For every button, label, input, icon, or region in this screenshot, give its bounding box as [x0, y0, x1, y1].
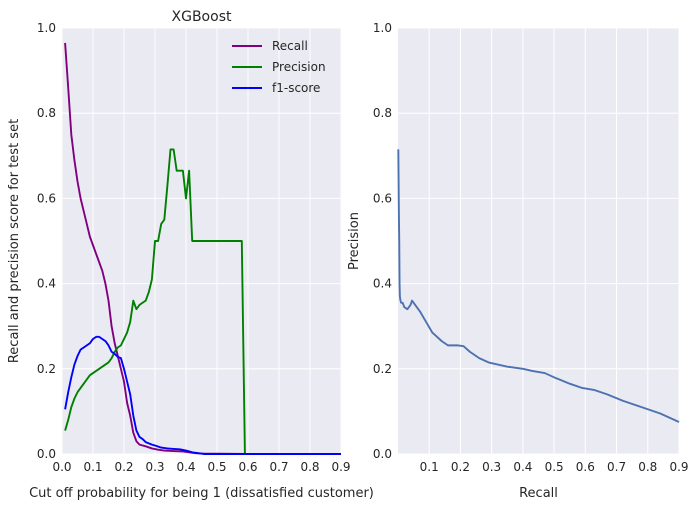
x-tick-label: 0.9	[331, 460, 350, 474]
y-tick-label: 0.0	[37, 447, 56, 461]
x-tick-label: 0.6	[238, 460, 257, 474]
y-tick-label: 1.0	[373, 21, 392, 35]
series-line-precision	[64, 148, 341, 455]
x-tick-label: 0.1	[420, 460, 439, 474]
x-tick-label: 0.5	[207, 460, 226, 474]
x-tick-label: 0.1	[83, 460, 102, 474]
legend: Recall Precision f1-score	[232, 39, 326, 95]
x-tick-label: 0.9	[669, 460, 688, 474]
legend-label: Precision	[272, 60, 326, 74]
y-tick-label: 0.0	[373, 447, 392, 461]
y-axis-label: Recall and precision score for test set	[7, 119, 22, 363]
legend-label: Recall	[272, 39, 308, 53]
chart-panel-1: 0.0 0.2 0.4 0.6 0.8 1.0 0.0 0.1 0.2 0.3 0.4 0.5 0.6 0…	[7, 9, 374, 501]
x-tick-label: 0.7	[269, 460, 288, 474]
x-tick-label: 0.4	[176, 460, 195, 474]
x-tick-label: 0.8	[300, 460, 319, 474]
y-tick-label: 0.2	[37, 362, 56, 376]
x-tick-label: 0.0	[52, 460, 71, 474]
legend-label: f1-score	[272, 81, 320, 95]
x-tick-label: 0.8	[638, 460, 657, 474]
y-axis-label: Precision	[347, 212, 362, 270]
x-tick-label: 0.6	[576, 460, 595, 474]
y-tick-label: 0.6	[373, 191, 392, 205]
y-tick-label: 0.6	[37, 191, 56, 205]
y-tick-label: 0.8	[37, 106, 56, 120]
x-tick-label: 0.3	[145, 460, 164, 474]
y-tick-label: 0.2	[373, 362, 392, 376]
x-axis-label: Recall	[519, 486, 558, 501]
chart-title: XGBoost	[172, 9, 232, 25]
series-line-f1-score	[64, 335, 341, 455]
x-tick-label: 0.7	[607, 460, 626, 474]
y-tick-label: 0.4	[373, 277, 392, 291]
x-tick-label: 0.3	[482, 460, 501, 474]
x-tick-label: 0.2	[114, 460, 133, 474]
x-axis-label: Cut off probability for being 1 (dissati…	[29, 486, 374, 501]
series-line-recall	[64, 42, 341, 455]
x-tick-label: 0.4	[513, 460, 532, 474]
x-tick-label: 0.2	[451, 460, 470, 474]
y-tick-label: 1.0	[37, 21, 56, 35]
plot-background	[398, 28, 679, 454]
x-tick-label: 0.5	[545, 460, 564, 474]
chart-panel-2: 0.0 0.2 0.4 0.6 0.8 1.0 0.1 0.2 0.3 0.4 0.5 0.6 0.7 0…	[347, 21, 689, 501]
series-line-precision-recall	[397, 149, 680, 423]
y-tick-label: 0.8	[373, 106, 392, 120]
y-tick-label: 0.4	[37, 277, 56, 291]
